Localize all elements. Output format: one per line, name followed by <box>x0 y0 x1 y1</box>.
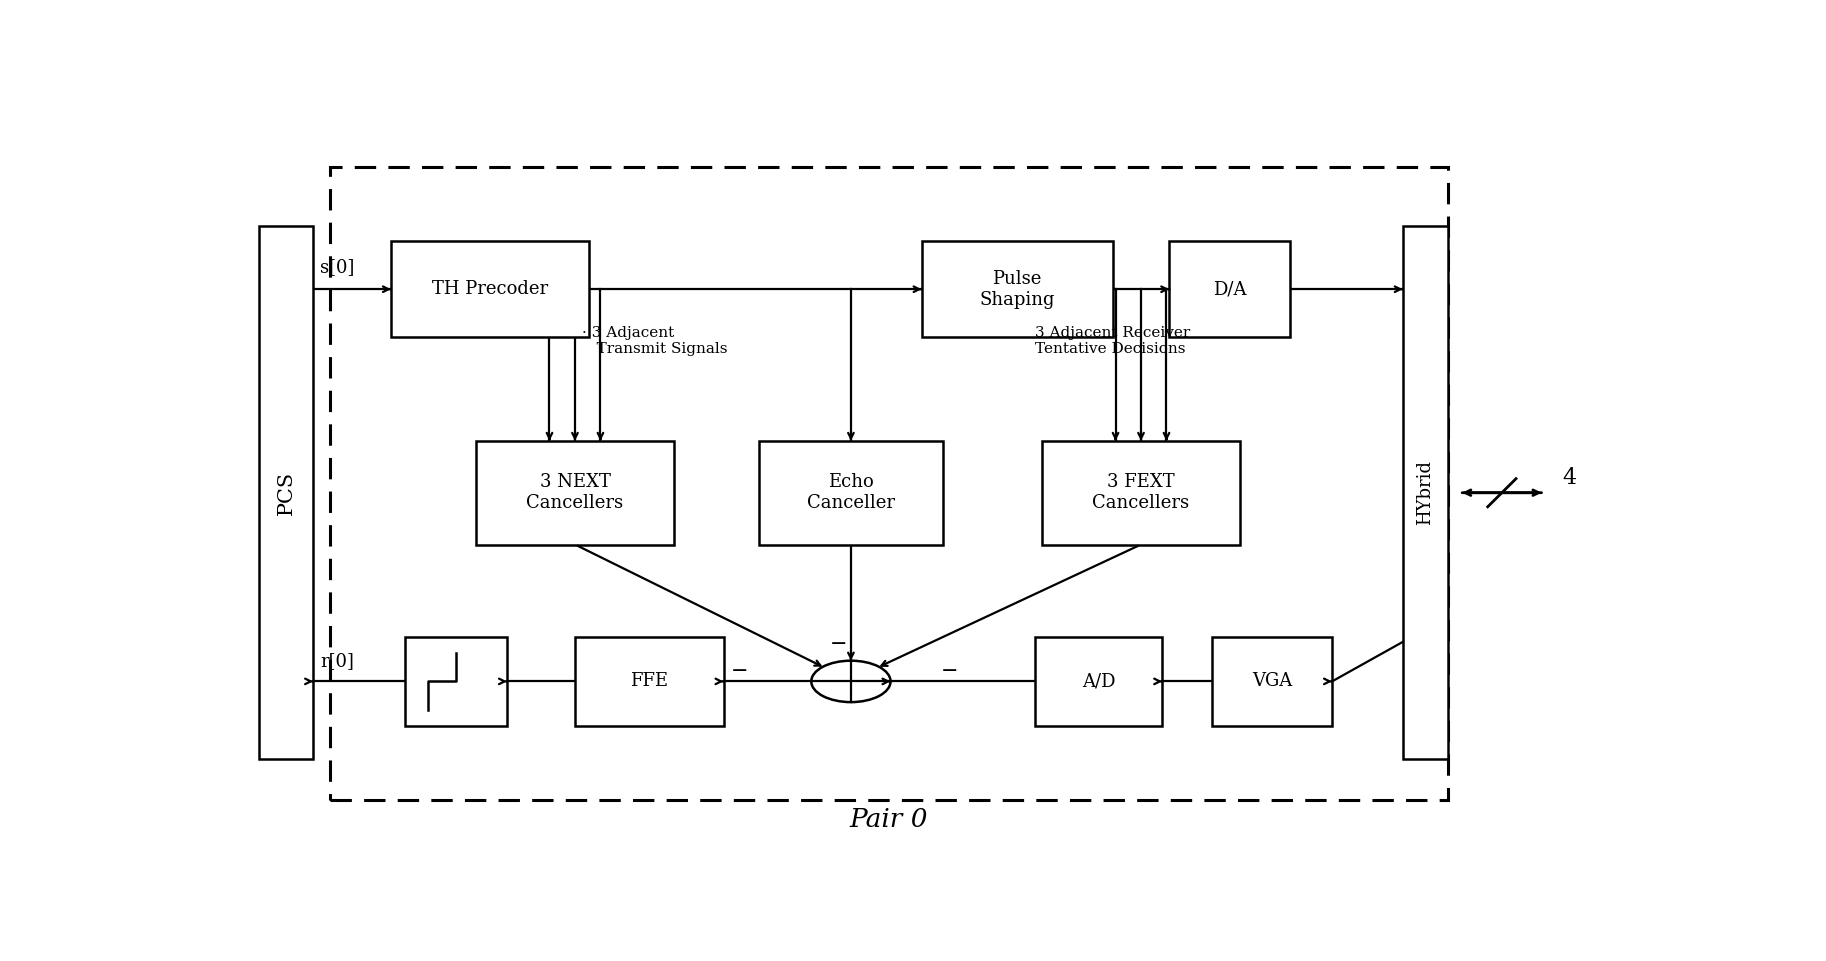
FancyBboxPatch shape <box>477 441 674 545</box>
FancyBboxPatch shape <box>1043 441 1240 545</box>
Text: PCS: PCS <box>278 471 296 515</box>
FancyBboxPatch shape <box>259 226 314 759</box>
FancyBboxPatch shape <box>760 441 942 545</box>
Text: r[0]: r[0] <box>320 652 354 670</box>
Text: FFE: FFE <box>630 673 668 690</box>
Text: 4: 4 <box>1563 467 1578 489</box>
FancyBboxPatch shape <box>405 637 508 726</box>
Text: −: − <box>730 661 749 680</box>
Text: 3 FEXT
Cancellers: 3 FEXT Cancellers <box>1092 474 1189 512</box>
FancyBboxPatch shape <box>1169 241 1289 337</box>
FancyBboxPatch shape <box>1402 226 1448 759</box>
Text: Pair 0: Pair 0 <box>849 807 928 832</box>
Text: 3 NEXT
Cancellers: 3 NEXT Cancellers <box>526 474 623 512</box>
FancyBboxPatch shape <box>922 241 1112 337</box>
FancyBboxPatch shape <box>1035 637 1161 726</box>
Text: VGA: VGA <box>1253 673 1293 690</box>
FancyBboxPatch shape <box>1212 637 1331 726</box>
Text: s[0]: s[0] <box>320 258 354 276</box>
Text: −: − <box>831 634 847 653</box>
Text: D/A: D/A <box>1212 281 1245 298</box>
Text: A/D: A/D <box>1081 673 1116 690</box>
Text: 3 Adjacent Receiver
Tentative Decisions: 3 Adjacent Receiver Tentative Decisions <box>1035 326 1191 357</box>
Text: · 3 Adjacent
   Transmit Signals: · 3 Adjacent Transmit Signals <box>582 326 727 357</box>
FancyBboxPatch shape <box>391 241 590 337</box>
Text: TH Precoder: TH Precoder <box>433 281 548 298</box>
Text: Pulse
Shaping: Pulse Shaping <box>979 270 1055 308</box>
Text: HYbrid: HYbrid <box>1417 460 1435 526</box>
FancyBboxPatch shape <box>575 637 723 726</box>
Text: −: − <box>940 661 959 680</box>
Text: Echo
Canceller: Echo Canceller <box>807 474 895 512</box>
